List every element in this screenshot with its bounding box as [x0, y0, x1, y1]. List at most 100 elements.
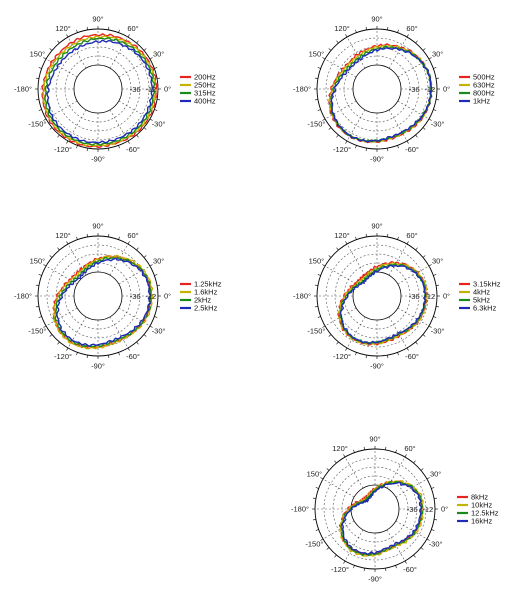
angle-tick-label: 0° [164, 292, 171, 301]
db-tick-label: -36 [409, 292, 420, 301]
polar-grid-spoke [118, 307, 151, 327]
series-line-200hz [41, 33, 158, 149]
polar-tick [428, 118, 432, 121]
polar-tick [406, 140, 409, 144]
polar-grid-spoke [388, 36, 408, 69]
polar-grid-spoke [45, 58, 78, 78]
polar-tick [149, 57, 153, 60]
polar-tick [336, 40, 339, 44]
polar-tick [127, 241, 130, 245]
polar-tick [66, 347, 69, 351]
polar-chart-2: 90° 60° 30° 0° -30° -60° -90° -120° -150° -180° 15… [293, 15, 495, 164]
polar-tick [312, 497, 316, 499]
legend-label: 2.5kHz [194, 304, 218, 313]
angle-tick-label: -120° [54, 352, 72, 361]
angle-tick-label: 0° [443, 292, 450, 301]
polar-chart-3: 90° 60° 30° 0° -30° -60° -90° -120° -150° -180° 15… [14, 222, 222, 371]
angle-tick-label: 90° [371, 222, 382, 231]
polar-tick [387, 148, 389, 152]
polar-tick [86, 148, 88, 152]
angle-tick-label: 0° [164, 85, 171, 94]
polar-tick [363, 446, 365, 450]
polar-tick [413, 460, 416, 464]
polar-grid-spoke [324, 100, 357, 120]
polar-tick [406, 347, 409, 351]
series-line-6-3khz [339, 264, 427, 345]
polar-grid-spoke [344, 456, 364, 489]
polar-tick [43, 325, 47, 328]
polar-grid-spoke [324, 265, 357, 285]
polar-tick [328, 255, 332, 258]
polar-tick [314, 284, 318, 286]
polar-tick [127, 140, 130, 144]
angle-tick-label: 150° [30, 257, 46, 266]
polar-tick [127, 34, 130, 38]
polar-tick [314, 99, 318, 101]
polar-grid-ring [325, 244, 429, 348]
legend-label: 10kHz [471, 501, 493, 510]
polar-tick [328, 334, 332, 337]
angle-tick-label: 150° [30, 50, 46, 59]
angle-tick-label: 120° [55, 231, 71, 240]
polar-tick [322, 264, 326, 267]
polar-tick [431, 487, 435, 489]
polar-tick [320, 477, 324, 480]
angle-tick-label: 120° [334, 24, 350, 33]
angle-tick-label: -90° [370, 362, 384, 371]
legend-label: 16kHz [471, 517, 493, 526]
polar-tick [43, 57, 47, 60]
polar-tick [345, 34, 348, 38]
legend-label: 5kHz [473, 296, 490, 305]
polar-grid-spoke [67, 243, 87, 276]
polar-grid-spoke [397, 265, 430, 285]
polar-tick [35, 306, 39, 308]
series-line-12-5khz [340, 481, 424, 557]
polar-tick [136, 341, 139, 345]
angle-tick-label: 60° [406, 24, 417, 33]
polar-tick [118, 29, 120, 33]
polar-tick [385, 446, 387, 450]
polar-tick [76, 352, 78, 356]
polar-tick [353, 565, 355, 569]
polar-tick [322, 118, 326, 121]
angle-tick-label: 120° [334, 231, 350, 240]
series-line-315hz [44, 37, 156, 146]
polar-grid-spoke [346, 316, 366, 349]
angle-tick-label: -90° [370, 155, 384, 164]
polar-tick [433, 274, 437, 276]
polar-tick [154, 316, 158, 318]
angle-tick-label: -150° [28, 120, 46, 129]
polar-tick [320, 538, 324, 541]
angle-tick-label: 120° [55, 24, 71, 33]
polar-tick [143, 127, 147, 130]
polar-tick [49, 334, 53, 337]
polar-tick [387, 233, 389, 237]
angle-tick-label: -180° [291, 505, 309, 514]
angle-tick-label: 0° [443, 85, 450, 94]
angle-tick-label: -30° [429, 540, 443, 549]
polar-tick [49, 255, 53, 258]
angle-tick-label: -60° [405, 352, 419, 361]
angle-tick-label: 150° [309, 50, 325, 59]
polar-grid-spoke [67, 36, 87, 69]
polar-tick [136, 134, 139, 138]
polar-tick [57, 134, 60, 138]
polar-tick [426, 538, 430, 541]
angle-tick-label: 30° [432, 257, 443, 266]
polar-inner-ring [73, 64, 123, 114]
polar-tick [353, 449, 355, 453]
polar-grid-spoke [346, 243, 366, 276]
series-line-400hz [46, 39, 154, 144]
angle-tick-label: -30° [431, 120, 445, 129]
polar-tick [312, 519, 316, 521]
angle-tick-label: 90° [92, 15, 103, 24]
legend-label: 500Hz [473, 73, 495, 82]
angle-tick-label: -180° [293, 292, 311, 301]
polar-grid-spoke [118, 265, 151, 285]
angle-tick-label: -60° [405, 145, 419, 154]
polar-tick [86, 355, 88, 359]
polar-tick [422, 127, 426, 130]
angle-tick-label: -120° [54, 145, 72, 154]
polar-tick [433, 316, 437, 318]
polar-tick [143, 255, 147, 258]
